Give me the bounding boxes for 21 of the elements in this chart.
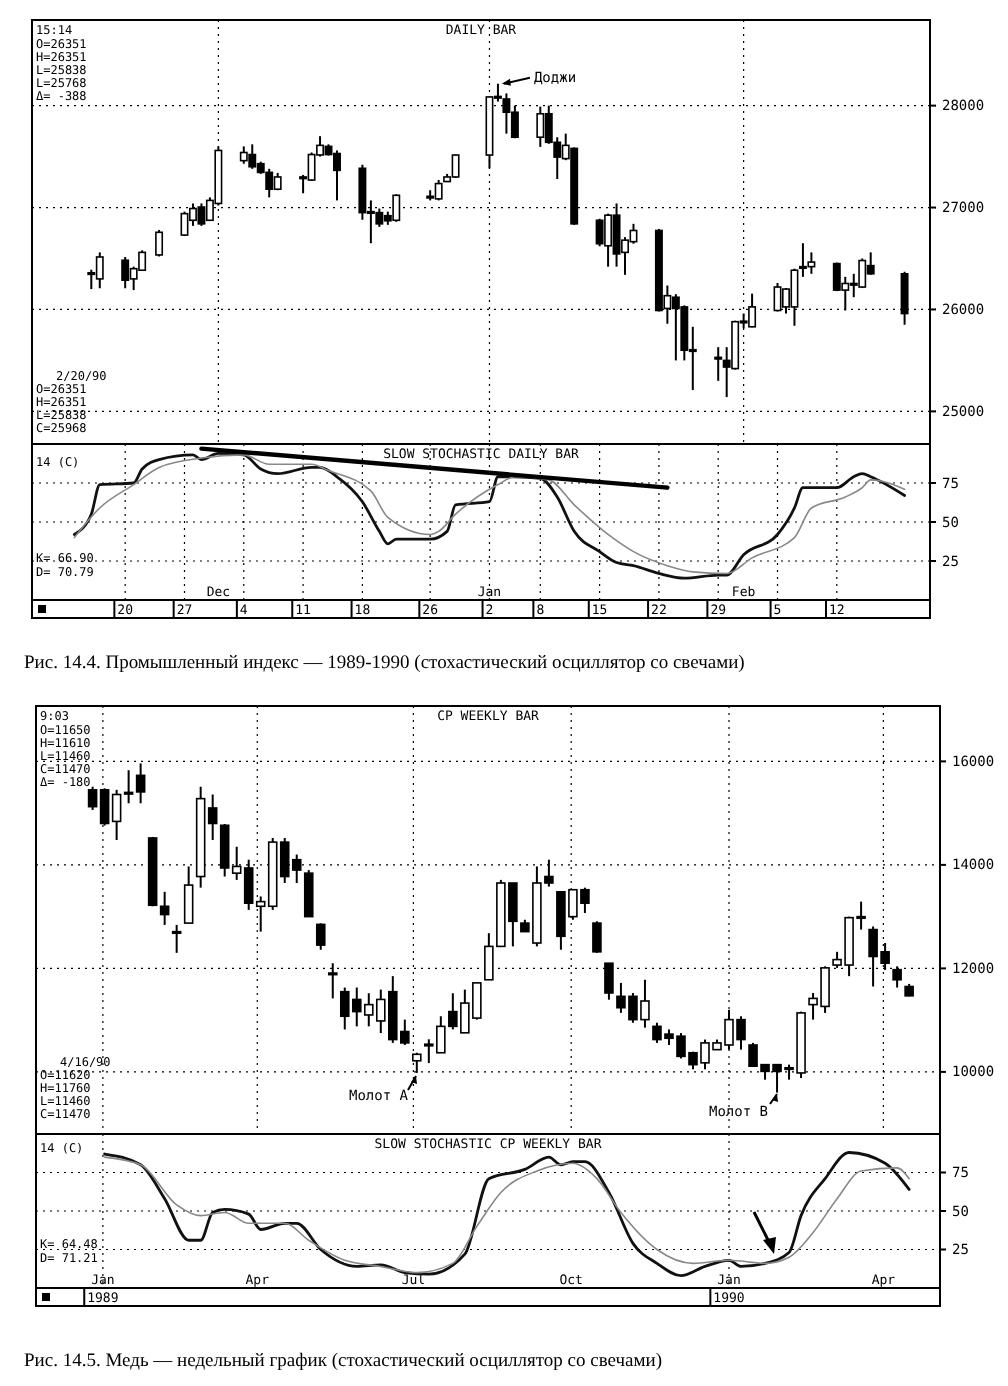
candlestick	[536, 105, 545, 148]
candlestick	[95, 251, 104, 290]
candlestick	[858, 257, 867, 290]
candlestick	[303, 869, 314, 918]
candlestick	[121, 255, 130, 290]
candlestick	[265, 167, 274, 199]
text: Рис. 14.5. Медь — недельный график (стохастический осциллятор со свечами)	[24, 1352, 663, 1372]
candlestick	[155, 228, 164, 258]
candlestick	[248, 143, 257, 170]
candlestick	[315, 922, 326, 951]
candlestick	[183, 865, 194, 925]
candlestick	[595, 217, 604, 248]
text: Рис. 14.4. Промышленный индекс — 1989-1990 (стохастический осциллятор со свечами)	[24, 654, 745, 674]
candlestick	[798, 242, 807, 278]
candlestick	[451, 153, 460, 179]
candlestick	[714, 346, 723, 382]
candlestick	[333, 149, 341, 202]
candlestick	[604, 212, 613, 268]
candlestick	[171, 923, 182, 954]
candlestick	[592, 920, 602, 954]
candlestick	[807, 251, 816, 275]
